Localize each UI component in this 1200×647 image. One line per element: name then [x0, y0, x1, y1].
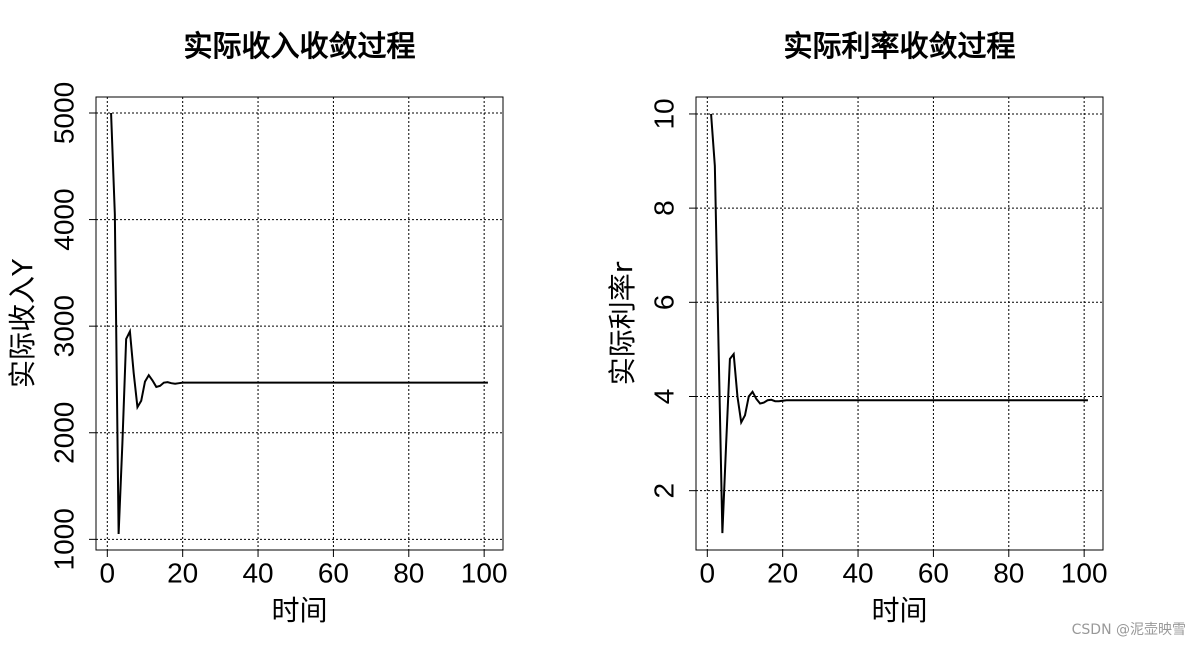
line-series	[710, 113, 1088, 534]
x-tick-label: 20	[767, 557, 798, 588]
y-tick-label: 2000	[48, 402, 79, 464]
y-tick-label: 2	[648, 483, 679, 499]
y-tick-label: 4	[648, 389, 679, 405]
y-axis-label: 实际利率r	[606, 261, 639, 385]
y-tick-label: 4000	[48, 188, 79, 250]
x-tick-label: 100	[461, 557, 508, 588]
y-tick-label: 10	[648, 98, 679, 129]
watermark: CSDN @泥壶映雪	[1072, 622, 1186, 638]
x-tick-label: 100	[1061, 557, 1108, 588]
x-axis-label: 时间	[271, 594, 327, 627]
y-tick-label: 6	[648, 295, 679, 311]
plot-frame	[695, 96, 1104, 551]
x-tick-label: 40	[242, 557, 273, 588]
y-tick-label: 5000	[48, 82, 79, 144]
x-tick-label: 0	[700, 557, 716, 588]
x-tick-label: 60	[318, 557, 349, 588]
plot-frame	[95, 96, 504, 551]
chart-title: 实际收入收敛过程	[183, 29, 415, 63]
y-tick-label: 3000	[48, 295, 79, 357]
x-tick-label: 40	[842, 557, 873, 588]
x-axis-label: 时间	[871, 594, 927, 627]
y-tick-label: 1000	[48, 508, 79, 570]
line-series	[110, 112, 488, 535]
x-tick-label: 20	[167, 557, 198, 588]
x-tick-label: 80	[393, 557, 424, 588]
x-tick-label: 0	[100, 557, 116, 588]
y-tick-label: 8	[648, 200, 679, 216]
y-axis-label: 实际收入Y	[6, 258, 39, 388]
x-tick-label: 80	[993, 557, 1024, 588]
chart-title: 实际利率收敛过程	[783, 29, 1015, 63]
x-tick-label: 60	[918, 557, 949, 588]
